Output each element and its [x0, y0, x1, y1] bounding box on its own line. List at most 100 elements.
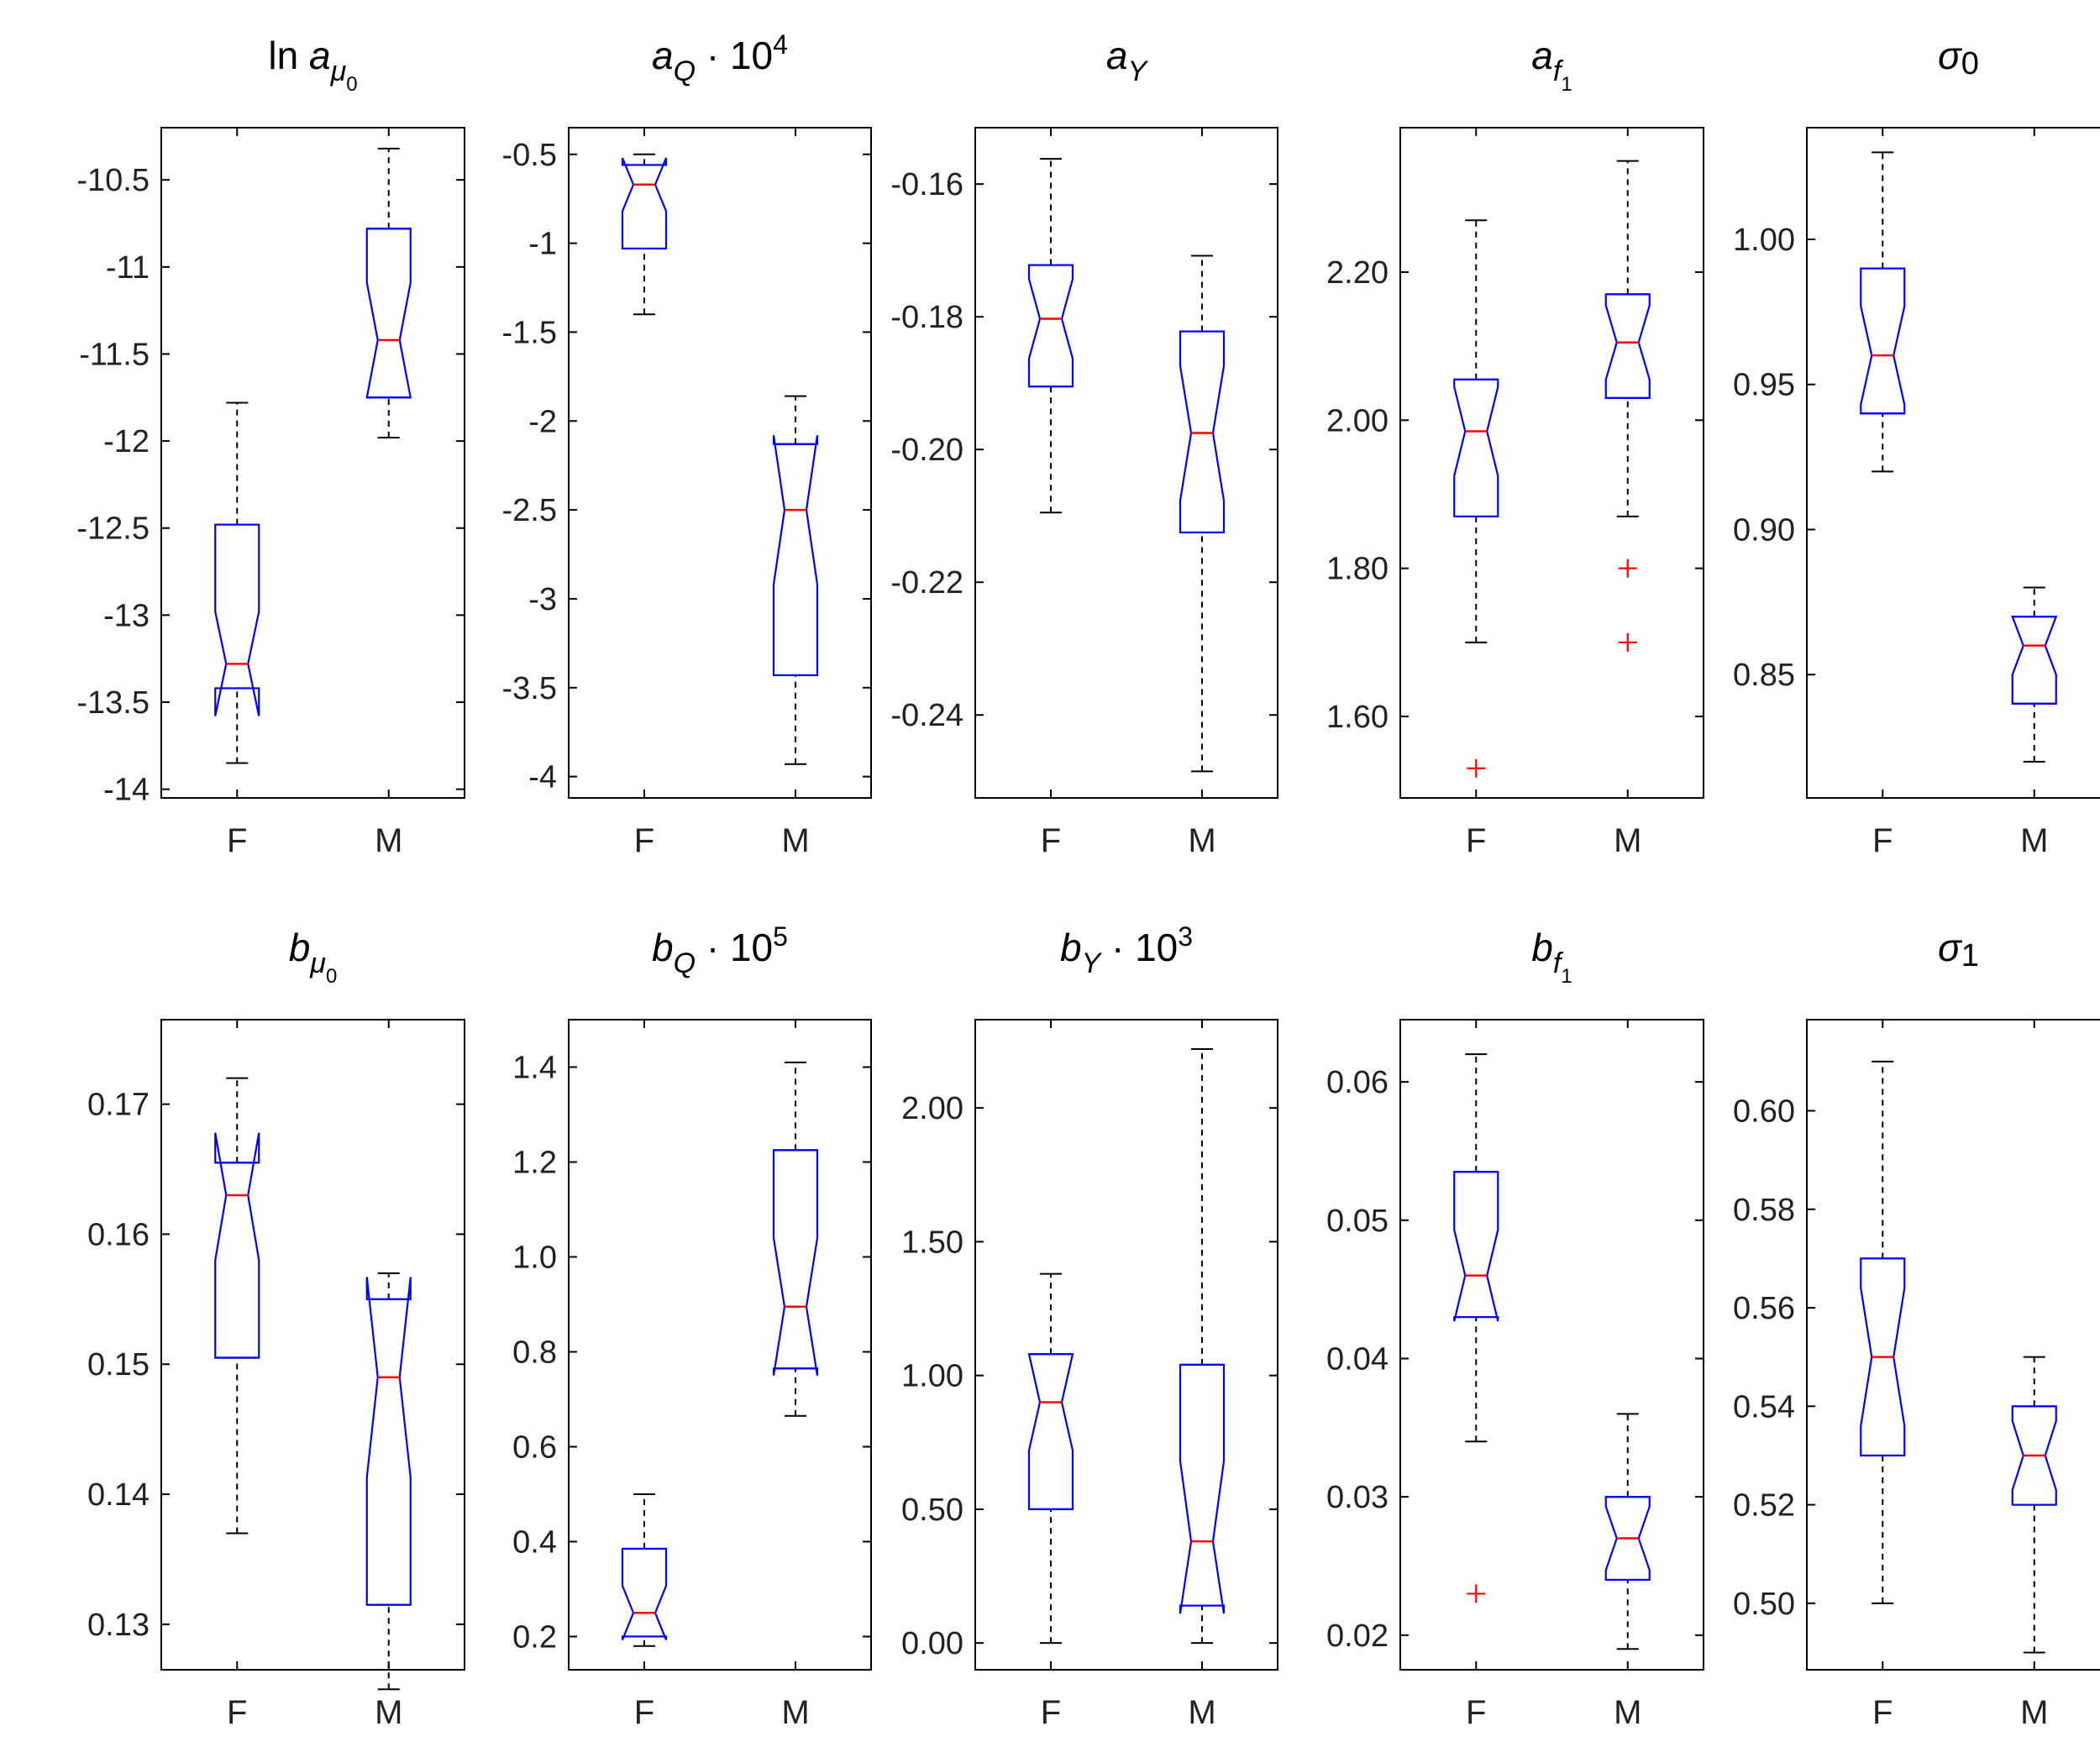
axes-frame: [160, 1019, 465, 1671]
y-tick-label: 0.17: [87, 1088, 150, 1123]
title-subscript: μ: [330, 55, 347, 87]
box-M: [1604, 1413, 1651, 1650]
box-F: [214, 401, 260, 764]
y-tick-label: 2.20: [1326, 255, 1389, 291]
y-tick-label: 0.2: [512, 1619, 557, 1655]
box-M: [1604, 160, 1651, 652]
x-category-label: F: [1041, 822, 1061, 859]
panel-title: bμ0: [289, 926, 338, 988]
y-tick-label: -1: [528, 227, 557, 262]
axes-frame: [568, 127, 872, 799]
title-superscript: 4: [773, 29, 788, 60]
panel-title: af1: [1531, 34, 1572, 96]
y-tick-label: 1.0: [512, 1240, 557, 1275]
x-category-label: F: [634, 822, 654, 859]
y-tick-label: -3: [528, 582, 557, 617]
notched-box: [365, 228, 412, 399]
axes-frame: [1806, 127, 2100, 799]
title-subsubscript: 0: [346, 73, 357, 96]
x-category-label: F: [1466, 1694, 1486, 1731]
y-tick-label: 0.06: [1326, 1065, 1389, 1100]
y-tick-label: 0.03: [1326, 1480, 1389, 1515]
panel-title: σ0: [1938, 34, 1979, 81]
axes-frame: [160, 127, 465, 799]
y-tick-label: 0.8: [512, 1335, 557, 1370]
title-subscript: 0: [1961, 46, 1979, 81]
x-category-label: M: [1614, 1694, 1641, 1731]
y-tick-label: 2.00: [1326, 403, 1389, 438]
y-tick-label: 0.4: [512, 1524, 557, 1560]
x-category-label: M: [2020, 1694, 2048, 1731]
y-tick-label: -0.5: [502, 138, 557, 173]
y-tick-label: -13: [103, 598, 150, 633]
panel-title: σ1: [1938, 926, 1979, 973]
notched-box: [621, 1547, 668, 1640]
title-subscript: Q: [674, 55, 696, 87]
axes-frame: [1399, 127, 1704, 799]
box-M: [772, 395, 819, 765]
title-main: b: [289, 926, 311, 969]
x-category-label: M: [2020, 822, 2048, 859]
box-M: [2011, 586, 2058, 763]
title-subscript: 1: [1961, 938, 1979, 973]
notched-box: [365, 1277, 412, 1606]
notched-box: [1604, 293, 1651, 399]
box-F: [214, 1077, 260, 1535]
panel-8: 0.00 0.50 1.00 1.50 2.00 F MbY · 103: [901, 921, 1278, 1731]
panel-title: ln aμ0: [268, 34, 357, 96]
y-tick-label: -1.5: [502, 315, 557, 350]
notched-box: [1027, 1353, 1074, 1510]
box-F: [1027, 158, 1074, 514]
title-subsubscript: 0: [326, 965, 337, 988]
y-tick-label: 0.15: [87, 1347, 150, 1383]
title-subscript: Y: [1127, 55, 1148, 87]
box-M: [1179, 254, 1226, 773]
title-subsubscript: 1: [1561, 965, 1572, 988]
y-tick-label: 0.50: [1733, 1587, 1795, 1622]
y-tick-label: -12.5: [76, 512, 150, 547]
y-tick-label: 0.6: [512, 1430, 557, 1465]
notched-box: [1860, 267, 1906, 415]
notched-box: [2011, 615, 2058, 705]
axes-frame: [568, 1019, 872, 1671]
y-tick-label: 0.13: [87, 1608, 150, 1643]
box-F: [621, 1493, 668, 1647]
box-F: [1027, 1272, 1074, 1645]
panel-3: -0.24 -0.22 -0.20 -0.18 -0.16 F MaY: [890, 34, 1278, 859]
y-tick-label: -0.20: [890, 433, 963, 468]
title-suffix: · 10: [696, 34, 773, 77]
notched-box: [1453, 1171, 1499, 1322]
y-tick-label: 0.56: [1733, 1291, 1795, 1326]
x-category-label: F: [227, 822, 247, 859]
y-tick-label: 0.54: [1733, 1389, 1795, 1425]
y-tick-label: -3.5: [502, 671, 557, 706]
y-tick-label: 0.95: [1733, 368, 1795, 403]
y-tick-label: 2.00: [901, 1091, 963, 1126]
box-F: [1453, 219, 1499, 778]
y-tick-label: 0.16: [87, 1217, 150, 1252]
box-M: [365, 1272, 412, 1691]
x-category-label: M: [781, 1694, 809, 1731]
x-category-label: F: [1466, 822, 1486, 859]
y-tick-label: 1.60: [1326, 700, 1389, 735]
y-tick-label: -2.5: [502, 493, 557, 528]
y-tick-label: 1.80: [1326, 552, 1389, 587]
panel-title: bf1: [1531, 926, 1572, 988]
y-tick-label: 1.00: [901, 1359, 963, 1394]
y-tick-label: -11.5: [79, 337, 150, 372]
notched-box: [621, 157, 668, 250]
axes-frame: [1806, 1019, 2100, 1671]
y-tick-label: -10.5: [76, 163, 150, 198]
title-suffix: · 10: [1100, 926, 1178, 969]
y-tick-label: 0.05: [1326, 1204, 1389, 1239]
title-main: b: [652, 926, 674, 969]
y-tick-label: 0.90: [1733, 512, 1795, 548]
box-M: [772, 1061, 819, 1417]
box-M: [365, 147, 412, 438]
axes-frame: [974, 1019, 1278, 1671]
panel-title: bQ · 105: [652, 921, 788, 979]
panel-title: bY · 103: [1060, 921, 1193, 979]
y-tick-label: -0.18: [890, 300, 963, 335]
